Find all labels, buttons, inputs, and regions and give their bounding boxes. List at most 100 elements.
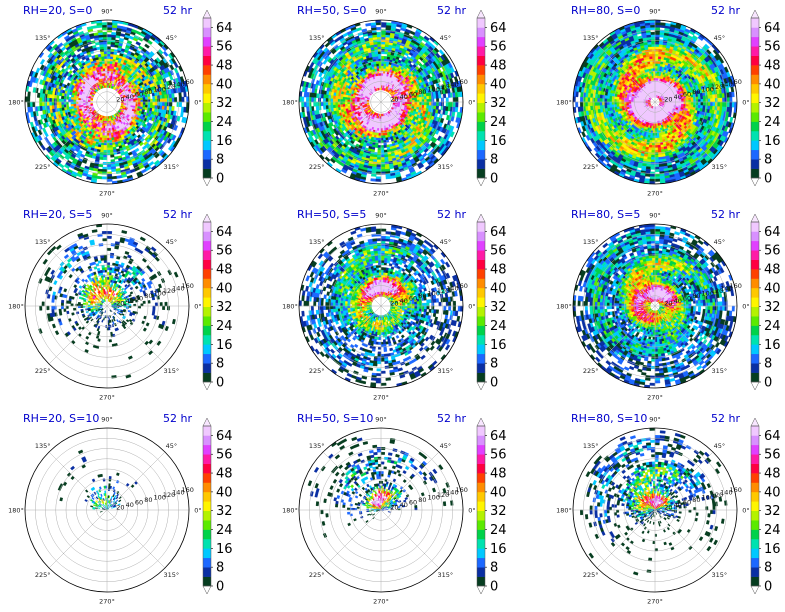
angle-tick-label: 90° [101,416,113,424]
colorbar-segment [751,491,759,502]
radial-tick-label: 100 [154,86,166,94]
colorbar-tick-label: 40 [216,77,233,92]
colorbar-segment [751,27,759,38]
colorbar-tick-label: 8 [216,357,224,372]
angle-tick-label: 0° [742,303,749,311]
angle-tick-label: 0° [194,99,201,107]
colorbar-segment [751,259,759,270]
radial-tick-label: 160 [729,282,741,290]
angle-tick-label: 270° [373,598,389,606]
angle-tick-label: 90° [375,416,387,424]
colorbar-segment [477,482,485,493]
colorbar-tick-label: 56 [764,448,781,463]
colorbar-segment [477,149,485,160]
colorbar-segment [477,130,485,141]
grid-spoke [654,43,714,103]
radial-tick-label: 40 [400,93,408,101]
polar-frame [572,223,738,389]
colorbar-segment [477,278,485,289]
radial-tick-label: 160 [729,78,741,86]
colorbar-segment [751,55,759,66]
colorbar-tick-label: 24 [216,319,233,334]
colorbar-segment [751,287,759,298]
angle-tick-label: 180° [282,507,298,515]
colorbar-tick-label: 40 [490,485,507,500]
colorbar-segment [751,269,759,279]
colorbar-tick-label: 56 [764,40,781,55]
colorbar-tick-label: 24 [764,115,781,130]
colorbar-segment [477,231,485,242]
colorbar-segment [477,463,485,474]
radial-tick-label: 120 [437,491,449,499]
colorbar: 0 8 16 24 32 40 48 56 64 [750,213,781,391]
radial-tick-label: 120 [163,287,175,295]
colorbar-segment [203,121,211,132]
grid-spoke [322,101,382,161]
radial-tick-label: 20 [390,96,398,104]
radial-tick-label: 100 [428,290,440,298]
colorbar-extend-min [750,177,760,187]
colorbar-segment [751,372,759,383]
angle-tick-label: 270° [647,394,663,402]
polar-frame [298,223,464,389]
angle-tick-label: 135° [583,34,599,42]
angle-tick-label: 0° [194,303,201,311]
angle-tick-label: 225° [35,163,51,171]
colorbar: 0 8 16 24 32 40 48 56 64 [476,9,507,187]
colorbar-tick-label: 64 [216,225,233,240]
radial-tick-label: 80 [144,496,152,504]
colorbar-segment [477,46,485,56]
colorbar-segment [751,363,759,373]
colorbar-segment [477,36,485,47]
colorbar-segment [751,463,759,474]
grid-spoke [48,305,108,365]
colorbar-tick-label: 8 [764,357,772,372]
angle-tick-label: 135° [583,238,599,246]
colorbar-tick-label: 48 [490,263,507,278]
grid-spoke [596,101,656,161]
colorbar-tick-label: 48 [216,467,233,482]
colorbar-segment [203,46,211,56]
colorbar-extend-max [202,9,212,19]
colorbar-segment [751,510,759,521]
colorbar-tick-label: 40 [216,485,233,500]
colorbar-segment [203,473,211,483]
grid-spoke [380,101,440,161]
colorbar-tick-label: 24 [764,523,781,538]
colorbar-segment [203,222,211,232]
colorbar-segment [477,520,485,530]
colorbar-segment [477,287,485,298]
panel-title-right: 52 hr [163,412,192,425]
colorbar-segment [477,27,485,38]
colorbar-extend-min [750,381,760,391]
radial-tick-label: 140 [172,81,184,89]
colorbar-segment [203,454,211,464]
panel-title-right: 52 hr [711,4,740,17]
angle-tick-label: 0° [194,507,201,515]
colorbar-segment [203,36,211,47]
panel-title-left: RH=50, S=10 [297,412,373,425]
angle-tick-label: 315° [164,367,180,375]
colorbar-segment [751,93,759,104]
colorbar-segment [751,482,759,493]
colorbar-tick-label: 0 [490,172,498,187]
angle-tick-label: 270° [647,190,663,198]
radial-tick-label: 60 [683,295,691,303]
colorbar-segment [477,538,485,549]
panel-title-left: RH=20, S=10 [23,412,99,425]
colorbar-segment [751,567,759,577]
grid-spoke [106,43,166,103]
grid-spoke [48,451,108,511]
colorbar-segment [477,372,485,383]
colorbar-segment [203,18,211,28]
angle-tick-label: 90° [375,212,387,220]
angle-tick-label: 225° [309,367,325,375]
angle-tick-label: 315° [712,571,728,579]
colorbar-tick-label: 8 [764,561,772,576]
angle-tick-label: 135° [35,442,51,450]
colorbar-tick-label: 0 [490,376,498,391]
colorbar-tick-label: 64 [490,429,507,444]
colorbar-extend-max [750,417,760,427]
panel-title-left: RH=20, S=0 [23,4,92,17]
colorbar-segment [203,435,211,446]
